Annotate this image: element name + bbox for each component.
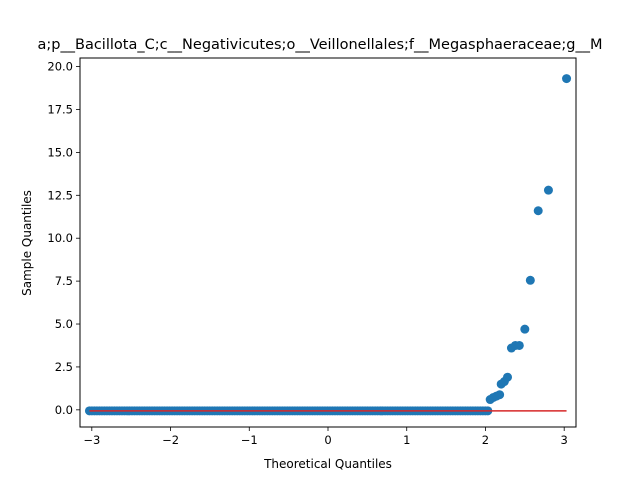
x-axis-label: Theoretical Quantiles (263, 457, 392, 471)
chart-title: a;p__Bacillota_C;c__Negativicutes;o__Vei… (38, 37, 603, 53)
x-tick-label: −1 (241, 433, 258, 447)
x-tick-label: 0 (324, 433, 331, 447)
x-tick-label: 2 (482, 433, 489, 447)
y-tick-label: 12.5 (47, 188, 73, 202)
data-point (503, 372, 513, 382)
plot-area (79, 57, 577, 428)
data-point (520, 324, 530, 334)
y-tick-label: 2.5 (55, 360, 73, 374)
x-tick-label: 1 (403, 433, 410, 447)
plot-frame (79, 57, 577, 428)
x-tick-label: 3 (561, 433, 568, 447)
y-axis-label: Sample Quantiles (20, 190, 34, 296)
data-points (84, 74, 572, 416)
data-point (543, 185, 553, 195)
y-tick-label: 20.0 (47, 60, 73, 74)
data-point (495, 390, 505, 400)
y-tick-label: 7.5 (55, 274, 73, 288)
x-axis: −3 −2 −1 0 1 2 3 (83, 427, 568, 447)
y-tick-label: 10.0 (47, 231, 73, 245)
y-tick-label: 17.5 (47, 102, 73, 116)
x-tick-label: −3 (83, 433, 100, 447)
data-point (525, 275, 535, 285)
x-tick-label: −2 (162, 433, 179, 447)
y-tick-label: 5.0 (55, 317, 73, 331)
y-tick-label: 0.0 (55, 403, 73, 417)
y-axis: 0.0 2.5 5.0 7.5 10.0 12.5 15.0 17.5 20.0 (47, 60, 80, 417)
data-point (514, 340, 524, 350)
y-tick-label: 15.0 (47, 145, 73, 159)
data-point (562, 74, 572, 84)
data-point (533, 206, 543, 216)
